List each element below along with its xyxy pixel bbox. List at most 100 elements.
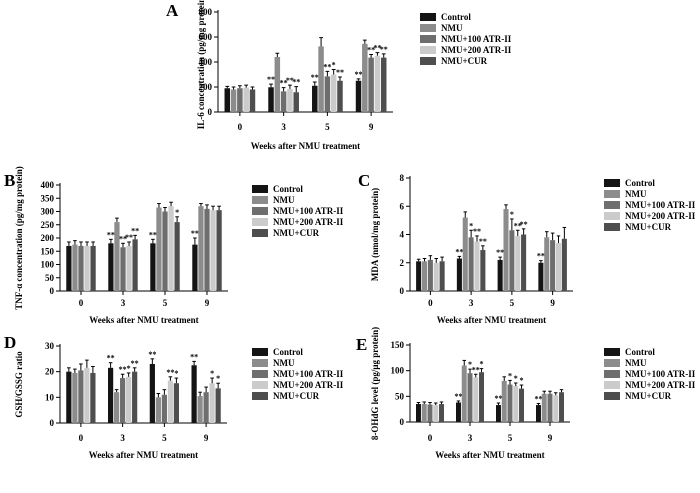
bar <box>90 245 96 291</box>
significance-marker: * <box>508 371 512 380</box>
bar <box>249 89 256 112</box>
bar <box>268 87 274 112</box>
y-tick-label: 250 <box>41 220 55 230</box>
significance-marker: ** <box>479 237 487 246</box>
significance-marker: * <box>514 374 518 383</box>
x-tick-label: 0 <box>428 298 433 308</box>
bar <box>421 261 428 291</box>
significance-marker: * <box>127 364 131 373</box>
legend-label: NMU+100 ATR-II <box>625 369 696 379</box>
legend-swatch <box>252 348 268 356</box>
x-tick-label: 9 <box>369 122 374 132</box>
significance-marker: ** <box>107 354 115 363</box>
bar <box>274 57 281 112</box>
y-tick-label: 300 <box>41 207 55 217</box>
significance-marker: ** <box>166 368 174 377</box>
significance-marker: ** <box>148 350 156 359</box>
bar <box>192 244 198 291</box>
bar <box>78 245 84 291</box>
legend-swatch <box>420 57 436 65</box>
panel-letter: A <box>166 1 179 20</box>
bar <box>368 57 374 112</box>
legend-label: NMU+200 ATR-II <box>273 217 344 227</box>
significance-marker: ** <box>355 70 363 79</box>
bar <box>149 363 155 423</box>
significance-marker: ** <box>125 233 133 242</box>
legend-label: Control <box>273 184 303 194</box>
bar <box>374 55 381 112</box>
legend-swatch <box>252 196 268 204</box>
legend-label: NMU+100 ATR-II <box>625 200 696 210</box>
bar <box>541 393 547 422</box>
legend-swatch <box>604 381 620 389</box>
significance-marker: ** <box>149 230 157 239</box>
bar <box>210 210 216 291</box>
legend-swatch <box>252 381 268 389</box>
bar <box>287 88 293 112</box>
legend-label: Control <box>441 12 471 22</box>
bar <box>132 371 138 423</box>
x-tick-label: 3 <box>121 298 126 308</box>
legend-label: NMU <box>441 23 463 33</box>
bar <box>501 380 507 422</box>
legend-swatch <box>252 185 268 193</box>
y-tick-label: 800 <box>199 7 213 17</box>
legend-label: NMU+CUR <box>273 228 320 238</box>
bar <box>126 376 132 423</box>
bar <box>536 405 541 422</box>
significance-marker: ** <box>131 359 139 368</box>
bar <box>456 258 462 291</box>
significance-marker: ** <box>311 73 319 82</box>
significance-marker: ** <box>190 352 198 361</box>
significance-marker: ** <box>455 247 463 256</box>
bar <box>362 43 368 112</box>
bar <box>553 395 559 422</box>
legend-swatch <box>604 190 620 198</box>
significance-marker: ** <box>292 78 300 87</box>
legend-label: NMU+200 ATR-II <box>625 211 696 221</box>
legend-label: NMU+100 ATR-II <box>273 369 344 379</box>
significance-marker: * <box>510 210 514 219</box>
x-tick-label: 5 <box>508 433 513 443</box>
x-tick-label: 3 <box>120 433 125 443</box>
bar <box>509 230 515 291</box>
bar <box>380 57 387 112</box>
bar <box>550 240 556 291</box>
bar <box>337 80 343 112</box>
y-tick-label: 0 <box>400 417 405 427</box>
legend-label: NMU <box>273 358 295 368</box>
significance-marker: * <box>216 374 220 383</box>
y-tick-label: 0 <box>208 107 213 117</box>
significance-marker: ** <box>323 62 331 71</box>
legend-label: NMU <box>625 358 647 368</box>
legend-swatch <box>252 359 268 367</box>
bar <box>167 380 173 423</box>
x-tick-label: 9 <box>204 433 209 443</box>
bar <box>230 89 237 112</box>
bar <box>439 261 445 291</box>
bar <box>72 372 78 423</box>
bar <box>243 87 249 112</box>
bar <box>312 85 318 112</box>
bar <box>515 235 521 291</box>
y-tick-label: 200 <box>41 233 55 243</box>
legend-swatch <box>604 370 620 378</box>
significance-marker: ** <box>267 75 275 84</box>
x-axis-title: Weeks after NMU treatment <box>89 450 198 460</box>
bar <box>416 261 422 291</box>
legend-label: Control <box>273 347 303 357</box>
y-tick-label: 20 <box>45 367 55 377</box>
y-tick-label: 0 <box>400 286 405 296</box>
bar <box>216 210 222 291</box>
x-tick-label: 3 <box>468 433 473 443</box>
legend-swatch <box>604 212 620 220</box>
significance-marker: ** <box>534 395 542 404</box>
bar <box>66 245 72 291</box>
bar <box>120 247 126 291</box>
bar <box>355 80 362 112</box>
x-tick-label: 9 <box>205 298 210 308</box>
bar <box>503 209 509 291</box>
bar <box>439 404 444 422</box>
